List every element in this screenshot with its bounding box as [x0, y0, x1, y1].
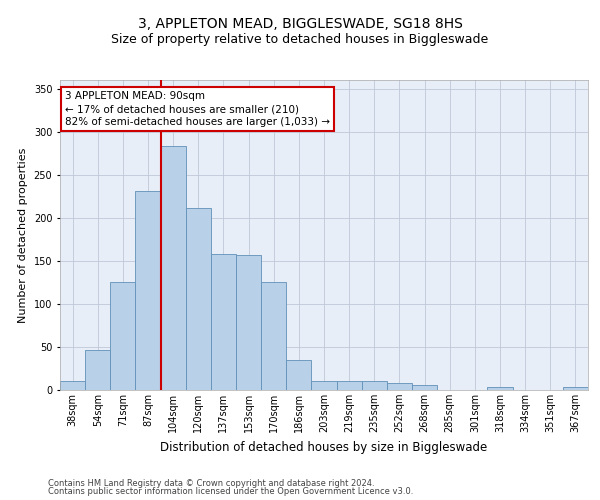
Text: Size of property relative to detached houses in Biggleswade: Size of property relative to detached ho… — [112, 32, 488, 46]
Bar — [337, 380, 362, 390]
Bar — [136, 191, 161, 390]
Bar — [563, 388, 588, 390]
Y-axis label: Number of detached properties: Number of detached properties — [18, 148, 28, 322]
Bar — [487, 388, 512, 390]
Bar — [236, 255, 261, 390]
Bar — [110, 282, 136, 390]
Bar — [161, 146, 186, 390]
Bar — [362, 380, 387, 390]
Text: Contains public sector information licensed under the Open Government Licence v3: Contains public sector information licen… — [48, 487, 413, 496]
Bar — [286, 360, 311, 390]
Bar — [387, 383, 412, 390]
Text: 3 APPLETON MEAD: 90sqm
← 17% of detached houses are smaller (210)
82% of semi-de: 3 APPLETON MEAD: 90sqm ← 17% of detached… — [65, 91, 330, 127]
Bar — [412, 385, 437, 390]
Text: Contains HM Land Registry data © Crown copyright and database right 2024.: Contains HM Land Registry data © Crown c… — [48, 478, 374, 488]
Bar — [85, 350, 110, 390]
Bar — [211, 254, 236, 390]
Bar — [60, 382, 85, 390]
Text: 3, APPLETON MEAD, BIGGLESWADE, SG18 8HS: 3, APPLETON MEAD, BIGGLESWADE, SG18 8HS — [137, 18, 463, 32]
Bar — [311, 380, 337, 390]
Bar — [186, 208, 211, 390]
X-axis label: Distribution of detached houses by size in Biggleswade: Distribution of detached houses by size … — [160, 440, 488, 454]
Bar — [261, 282, 286, 390]
